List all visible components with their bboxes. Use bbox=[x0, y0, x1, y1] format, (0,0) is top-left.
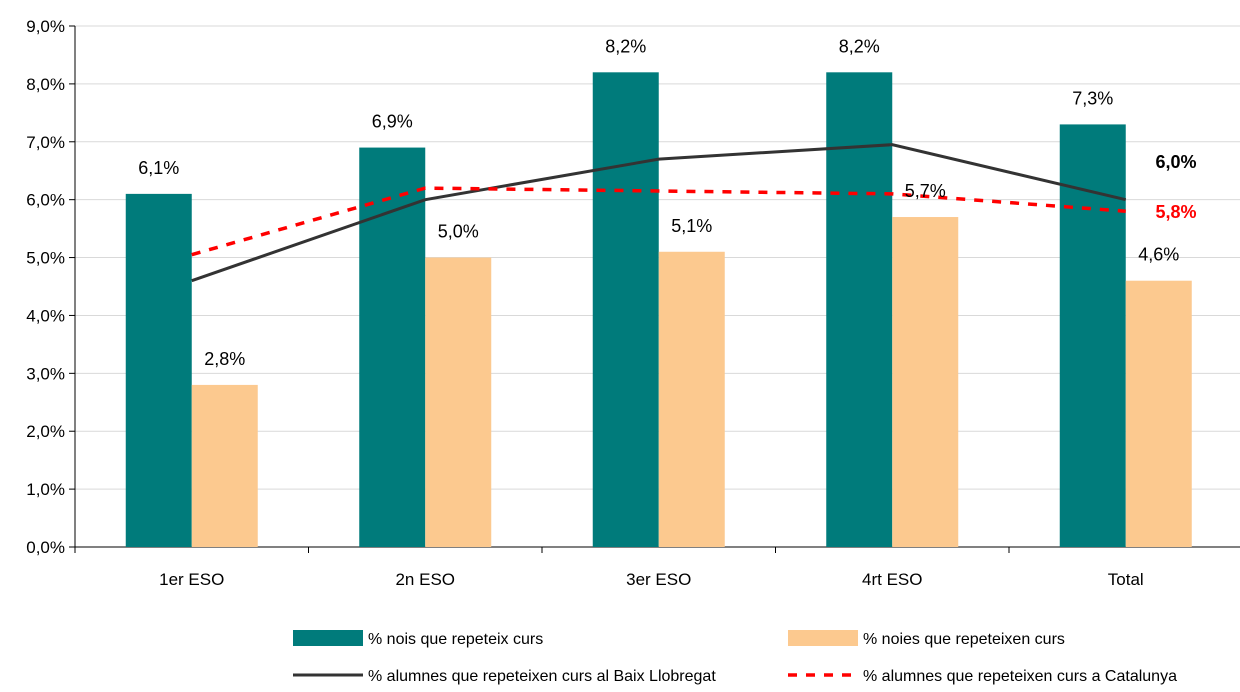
y-tick-label: 5,0% bbox=[26, 249, 65, 268]
bar bbox=[191, 384, 258, 547]
data-label: 7,3% bbox=[1072, 88, 1113, 108]
series-line bbox=[191, 143, 1127, 283]
bar bbox=[658, 251, 725, 547]
bar bbox=[592, 72, 659, 548]
bar bbox=[826, 72, 893, 548]
legend-label: % alumnes que repeteixen curs al Baix Ll… bbox=[368, 668, 716, 685]
bar bbox=[1059, 124, 1126, 548]
line-end-label: 6,0% bbox=[1155, 152, 1196, 172]
legend-label: % nois que repeteix curs bbox=[368, 631, 543, 648]
y-tick-label: 9,0% bbox=[26, 17, 65, 36]
bar bbox=[892, 217, 959, 548]
y-tick-label: 3,0% bbox=[26, 364, 65, 383]
series-line bbox=[191, 186, 1126, 257]
legend-swatch bbox=[788, 630, 858, 646]
data-label: 6,9% bbox=[372, 112, 413, 132]
bar bbox=[125, 193, 192, 547]
y-tick-label: 6,0% bbox=[26, 191, 65, 210]
y-tick-label: 2,0% bbox=[26, 422, 65, 441]
data-label: 6,1% bbox=[138, 158, 179, 178]
data-label: 5,7% bbox=[905, 181, 946, 201]
y-tick-label: 8,0% bbox=[26, 75, 65, 94]
data-label: 8,2% bbox=[605, 36, 646, 56]
legend-label: % noies que repeteixen curs bbox=[863, 631, 1065, 648]
data-label: 8,2% bbox=[839, 36, 880, 56]
x-tick-label: Total bbox=[1108, 570, 1144, 589]
x-tick-label: 1er ESO bbox=[159, 570, 224, 589]
y-tick-label: 7,0% bbox=[26, 133, 65, 152]
y-tick-label: 1,0% bbox=[26, 480, 65, 499]
bar bbox=[359, 147, 426, 548]
bar bbox=[425, 257, 492, 547]
legend-label: % alumnes que repeteixen curs a Cataluny… bbox=[863, 668, 1177, 685]
data-label: 4,6% bbox=[1138, 245, 1179, 265]
data-label: 5,0% bbox=[438, 222, 479, 242]
y-tick-label: 0,0% bbox=[26, 538, 65, 557]
x-tick-label: 2n ESO bbox=[395, 570, 455, 589]
x-tick-label: 3er ESO bbox=[626, 570, 691, 589]
legend-swatch bbox=[293, 630, 363, 646]
data-label: 5,1% bbox=[671, 216, 712, 236]
x-tick-label: 4rt ESO bbox=[862, 570, 922, 589]
line-end-label: 5,8% bbox=[1155, 202, 1196, 222]
data-label: 2,8% bbox=[204, 349, 245, 369]
bar bbox=[1125, 280, 1192, 547]
y-tick-label: 4,0% bbox=[26, 306, 65, 325]
